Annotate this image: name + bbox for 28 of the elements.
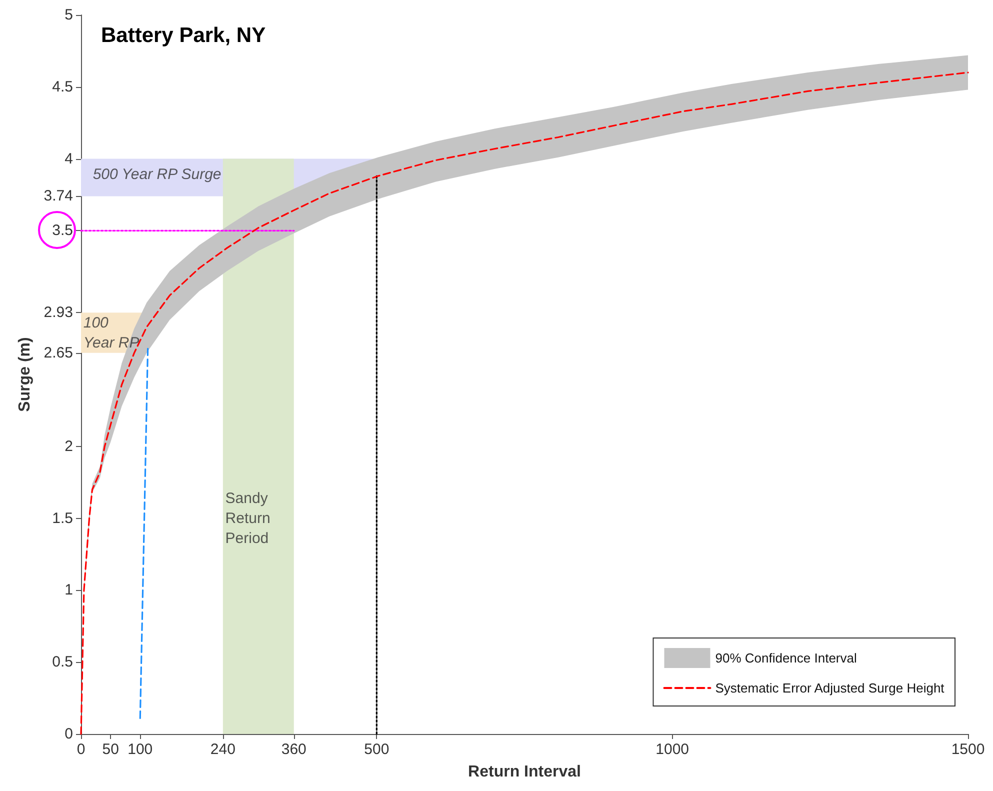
x-tick-label: 50 (102, 741, 119, 758)
y-tick-label: 1 (64, 582, 73, 599)
chart-title: Battery Park, NY (101, 24, 266, 47)
y-tick-label: 0 (64, 726, 73, 742)
x-tick-label: 360 (281, 741, 306, 758)
x-tick-label: 100 (128, 741, 153, 758)
legend-label: Systematic Error Adjusted Surge Height (715, 680, 945, 696)
y-tick-label: 3.74 (44, 188, 73, 205)
y-tick-label: 2.65 (44, 344, 73, 362)
x-tick-label: 240 (210, 741, 236, 758)
y-tick-label: 1.5 (52, 510, 73, 527)
band-label: 500 Year RP Surge (92, 166, 222, 184)
band-label: 100 Year RP (83, 314, 140, 352)
x-tick-label: 1500 (951, 741, 985, 758)
y-tick-label: 0.5 (52, 654, 73, 671)
x-tick-label: 1000 (656, 741, 690, 758)
y-tick-label: 2.93 (44, 304, 73, 322)
y-tick-label: 4.5 (52, 78, 73, 96)
y-tick-label: 5 (64, 6, 73, 24)
legend-label: 90% Confidence Interval (715, 650, 857, 666)
x-tick-label: 500 (364, 741, 390, 758)
y-tick-label: 2 (64, 438, 73, 455)
y-tick-label: 4 (64, 150, 73, 168)
x-axis-title: Return Interval (468, 764, 581, 780)
y-axis-title: Surge (m) (16, 337, 34, 412)
band-label: Sandy Return Period (225, 490, 274, 547)
y-tick-label: 3.5 (52, 222, 73, 240)
x-tick-label: 0 (76, 741, 86, 758)
